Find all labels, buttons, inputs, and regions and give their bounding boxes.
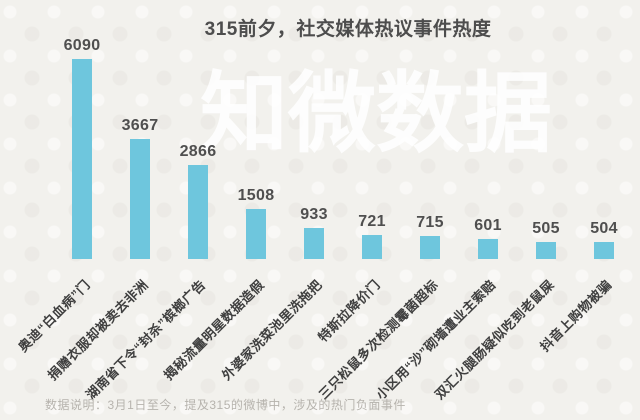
bar — [304, 228, 324, 259]
bar — [72, 59, 92, 259]
bar-value-label: 504 — [590, 220, 618, 237]
bar-value-label: 3667 — [121, 117, 159, 134]
bar-value-label: 6090 — [63, 37, 101, 54]
bar — [246, 209, 266, 259]
bar-value-label: 2866 — [179, 143, 217, 160]
bar-value-label: 1508 — [237, 187, 275, 204]
bar — [188, 165, 208, 259]
bar — [420, 236, 440, 259]
bar-value-label: 933 — [300, 206, 328, 223]
bar — [594, 242, 614, 259]
bar — [478, 239, 498, 259]
category-label: 揭秘流量明星数据造假 — [160, 276, 268, 383]
category-label: 外婆家洗菜池里洗拖把 — [218, 276, 326, 383]
bar-value-label: 715 — [416, 214, 444, 231]
chart-title: 315前夕，社交媒体热议事件热度 — [204, 19, 492, 40]
bar — [536, 242, 556, 259]
bar — [130, 139, 150, 259]
category-label: 捐赠衣服却被卖去非洲 — [44, 276, 152, 383]
data-source-note: 数据说明：3月1日至今，提及315的微博中，涉及的热门负面事件 — [45, 398, 406, 412]
bar-value-label: 505 — [532, 220, 560, 237]
bar-value-label: 721 — [358, 213, 386, 230]
bar-value-label: 601 — [474, 217, 502, 234]
bar — [362, 235, 382, 259]
